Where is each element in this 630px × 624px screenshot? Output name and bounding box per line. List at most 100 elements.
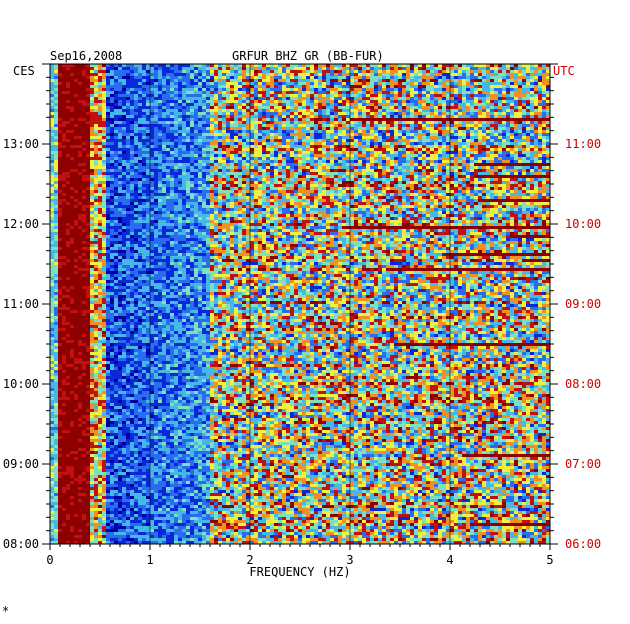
heatmap-cell [202, 88, 207, 92]
heatmap-cell [90, 97, 95, 101]
heatmap-cell [422, 160, 427, 164]
heatmap-cell [230, 127, 235, 131]
heatmap-cell [302, 109, 307, 113]
heatmap-cell [118, 163, 123, 167]
heatmap-cell [526, 97, 531, 101]
heatmap-cell [122, 97, 127, 101]
heatmap-cell [502, 70, 507, 74]
heatmap-cell [166, 76, 171, 80]
heatmap-cell [82, 106, 87, 110]
heatmap-cell [522, 118, 527, 122]
heatmap-cell [190, 124, 195, 128]
heatmap-cell [410, 133, 415, 137]
heatmap-cell [70, 139, 75, 143]
heatmap-cell [302, 100, 307, 104]
heatmap-cell [214, 106, 219, 110]
heatmap-cell [326, 64, 331, 68]
heatmap-cell [426, 145, 431, 149]
heatmap-cell [114, 136, 119, 140]
heatmap-cell [470, 172, 475, 176]
heatmap-cell [318, 94, 323, 98]
heatmap-cell [478, 130, 483, 134]
heatmap-cell [138, 73, 143, 77]
heatmap-cell [118, 106, 123, 110]
heatmap-cell [102, 76, 107, 80]
heatmap-cell [222, 67, 227, 71]
heatmap-cell [294, 118, 299, 122]
heatmap-cell [438, 157, 443, 161]
heatmap-cell [502, 130, 507, 134]
heatmap-cell [330, 133, 335, 137]
heatmap-cell [54, 154, 59, 158]
heatmap-cell [170, 70, 175, 74]
heatmap-cell [134, 160, 139, 164]
heatmap-cell [446, 148, 451, 152]
heatmap-cell [174, 160, 179, 164]
heatmap-cell [310, 151, 315, 155]
heatmap-cell [258, 139, 263, 143]
heatmap-cell [210, 139, 215, 143]
heatmap-cell [346, 112, 351, 116]
heatmap-cell [430, 181, 435, 185]
heatmap-cell [482, 97, 487, 101]
heatmap-cell [434, 88, 439, 92]
heatmap-cell [114, 124, 119, 128]
heatmap-cell [318, 136, 323, 140]
heatmap-cell [382, 172, 387, 176]
heatmap-cell [530, 160, 535, 164]
heatmap-cell [158, 82, 163, 86]
heatmap-cell [194, 145, 199, 149]
heatmap-cell [518, 70, 523, 74]
heatmap-cell [230, 82, 235, 86]
heatmap-cell [402, 88, 407, 92]
heatmap-cell [210, 178, 215, 182]
heatmap-cell [98, 85, 103, 89]
heatmap-cell [222, 178, 227, 182]
heatmap-cell [502, 124, 507, 128]
heatmap-cell [126, 136, 131, 140]
heatmap-cell [334, 136, 339, 140]
heatmap-cell [306, 172, 311, 176]
heatmap-cell [338, 103, 343, 107]
heatmap-cell [158, 67, 163, 71]
heatmap-cell [326, 118, 331, 122]
heatmap-cell [342, 130, 347, 134]
heatmap-cell [394, 85, 399, 89]
heatmap-cell [382, 130, 387, 134]
heatmap-cell [378, 82, 383, 86]
heatmap-cell [398, 64, 403, 68]
heatmap-cell [134, 124, 139, 128]
heatmap-cell [302, 172, 307, 176]
heatmap-cell [250, 181, 255, 185]
heatmap-cell [166, 94, 171, 98]
heatmap-cell [54, 139, 59, 143]
heatmap-cell [98, 88, 103, 92]
heatmap-cell [158, 160, 163, 164]
heatmap-cell [406, 139, 411, 143]
heatmap-cell [326, 166, 331, 170]
heatmap-cell [210, 160, 215, 164]
heatmap-cell [490, 160, 495, 164]
heatmap-cell [482, 127, 487, 131]
heatmap-cell [486, 178, 491, 182]
heatmap-cell [130, 106, 135, 110]
heatmap-cell [82, 130, 87, 134]
heatmap-cell [346, 70, 351, 74]
heatmap-cell [486, 136, 491, 140]
heatmap-cell [502, 64, 507, 68]
heatmap-cell [514, 142, 519, 146]
heatmap-cell [330, 67, 335, 71]
heatmap-cell [402, 133, 407, 137]
heatmap-cell [94, 73, 99, 77]
heatmap-cell [490, 85, 495, 89]
heatmap-cell [146, 133, 151, 137]
heatmap-cell [442, 97, 447, 101]
heatmap-cell [366, 124, 371, 128]
heatmap-cell [150, 160, 155, 164]
heatmap-cell [186, 118, 191, 122]
heatmap-cell [254, 73, 259, 77]
heatmap-cell [146, 142, 151, 146]
heatmap-cell [166, 139, 171, 143]
heatmap-cell [222, 124, 227, 128]
heatmap-cell [302, 118, 307, 122]
